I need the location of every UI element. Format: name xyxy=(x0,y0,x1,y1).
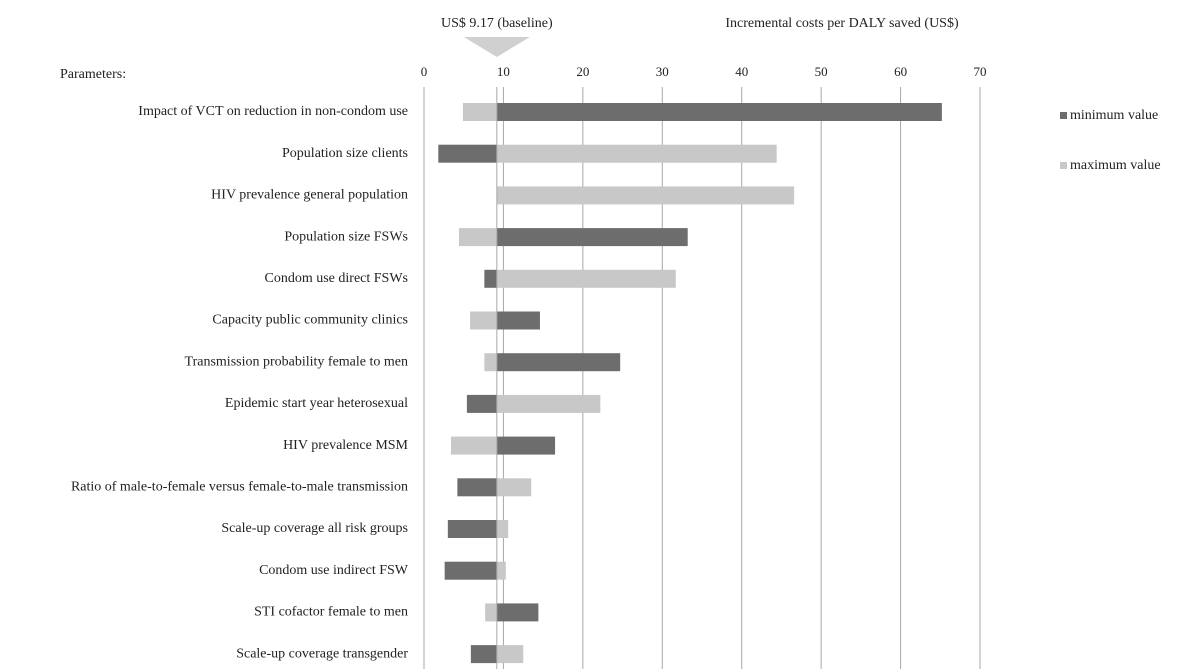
legend-label: minimum value xyxy=(1070,108,1158,123)
bar xyxy=(447,520,497,538)
bar xyxy=(470,311,497,330)
x-tick-label: 70 xyxy=(974,64,987,79)
bar xyxy=(496,144,777,163)
bar xyxy=(496,436,556,455)
bar xyxy=(444,561,497,580)
bar xyxy=(458,228,497,247)
x-tick-label: 10 xyxy=(497,64,510,79)
category-label: Condom use indirect FSW xyxy=(259,563,409,578)
baseline-pointer xyxy=(463,37,530,57)
axis-title: Incremental costs per DALY saved (US$) xyxy=(725,16,959,31)
category-label: Capacity public community clinics xyxy=(212,313,408,328)
x-tick-label: 40 xyxy=(735,64,748,79)
bar xyxy=(457,478,497,497)
x-tick-label: 0 xyxy=(421,64,428,79)
bar xyxy=(451,436,497,455)
legend-swatch xyxy=(1060,112,1067,119)
category-label: HIV prevalence general population xyxy=(211,188,408,203)
bar xyxy=(496,561,506,580)
baseline-label: US$ 9.17 (baseline) xyxy=(441,16,553,31)
category-label: Scale-up coverage all risk groups xyxy=(221,521,408,536)
x-tick-label: 30 xyxy=(656,64,669,79)
bar xyxy=(496,603,539,622)
category-label: Scale-up coverage transgender xyxy=(236,646,408,661)
bar xyxy=(470,645,497,664)
category-label: HIV prevalence MSM xyxy=(283,438,408,453)
category-label: Population size clients xyxy=(282,146,408,161)
bar xyxy=(496,520,509,538)
bar xyxy=(462,103,497,121)
category-label: Population size FSWs xyxy=(284,229,408,244)
bar xyxy=(484,269,497,288)
category-label: STI cofactor female to men xyxy=(254,605,408,620)
bar xyxy=(496,186,795,205)
bar xyxy=(496,269,676,288)
bar xyxy=(485,603,497,622)
bar xyxy=(496,103,942,121)
category-header: Parameters: xyxy=(60,67,126,82)
bar xyxy=(496,394,601,413)
bar xyxy=(484,353,497,372)
bar xyxy=(496,478,532,497)
x-tick-label: 20 xyxy=(576,64,589,79)
bar xyxy=(496,645,524,664)
bar xyxy=(438,144,497,163)
category-label: Transmission probability female to men xyxy=(185,354,408,369)
bar xyxy=(496,353,621,372)
category-label: Ratio of male-to-female versus female-to… xyxy=(71,480,408,495)
category-label: Epidemic start year heterosexual xyxy=(225,396,408,411)
bar xyxy=(466,394,497,413)
x-tick-label: 60 xyxy=(894,64,907,79)
legend-swatch xyxy=(1060,162,1067,169)
category-label: Impact of VCT on reduction in non-condom… xyxy=(138,104,408,119)
legend-label: maximum value xyxy=(1070,158,1161,173)
category-label: Condom use direct FSWs xyxy=(265,271,409,286)
bar xyxy=(496,228,688,247)
bar xyxy=(496,311,540,330)
x-tick-label: 50 xyxy=(815,64,828,79)
